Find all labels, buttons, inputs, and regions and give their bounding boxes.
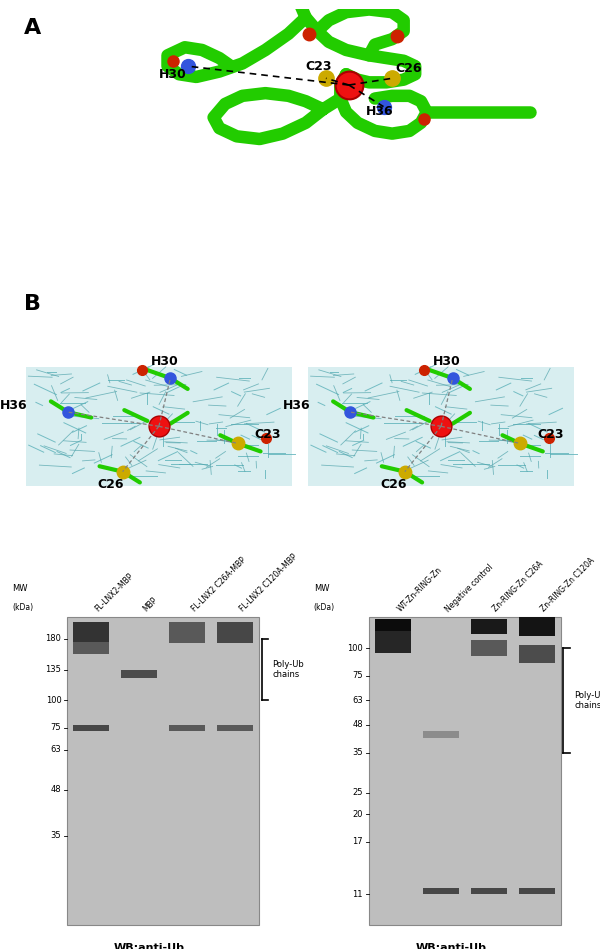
Bar	[422, 731, 458, 737]
Bar	[217, 725, 253, 731]
Text: 35: 35	[352, 748, 363, 757]
Text: 48: 48	[352, 720, 363, 730]
Bar	[67, 617, 259, 925]
Text: H30: H30	[151, 355, 179, 367]
Text: 35: 35	[51, 831, 61, 840]
Text: 17: 17	[352, 837, 363, 847]
Bar	[470, 619, 506, 634]
Text: C26: C26	[98, 478, 124, 491]
Text: C23: C23	[255, 428, 281, 441]
Text: WB:anti-Ub: WB:anti-Ub	[113, 943, 185, 949]
Text: FL-LNX2 C26A-MBP: FL-LNX2 C26A-MBP	[190, 556, 247, 614]
Text: (kDa): (kDa)	[314, 603, 335, 611]
Text: (kDa): (kDa)	[12, 603, 33, 611]
Text: 20: 20	[353, 809, 363, 819]
Text: Negative control: Negative control	[443, 562, 494, 614]
Bar	[169, 725, 205, 731]
Text: WB:anti-Ub: WB:anti-Ub	[415, 943, 487, 949]
Bar	[470, 888, 506, 894]
Text: 75: 75	[352, 671, 363, 680]
Text: 100: 100	[347, 643, 363, 653]
Text: 100: 100	[46, 696, 61, 705]
Text: 180: 180	[46, 634, 61, 643]
Text: A: A	[23, 18, 41, 38]
Text: MBP: MBP	[142, 596, 160, 614]
Bar	[470, 641, 506, 656]
Text: 25: 25	[353, 788, 363, 797]
Text: FL-LNX2-MBP: FL-LNX2-MBP	[94, 571, 136, 614]
Text: C23: C23	[306, 60, 332, 73]
Bar	[121, 670, 157, 679]
FancyBboxPatch shape	[308, 367, 574, 486]
Text: 63: 63	[352, 696, 363, 705]
Text: Zn-RING-Zn C26A: Zn-RING-Zn C26A	[491, 560, 545, 614]
Text: C26: C26	[395, 62, 422, 75]
Text: 135: 135	[46, 665, 61, 674]
Bar	[374, 631, 410, 653]
Bar	[73, 642, 109, 654]
Text: MW: MW	[12, 585, 28, 593]
Bar	[169, 622, 205, 643]
FancyBboxPatch shape	[26, 367, 292, 486]
Text: C23: C23	[537, 428, 563, 441]
Text: FL-LNX2 C120A-MBP: FL-LNX2 C120A-MBP	[238, 552, 299, 614]
Bar	[73, 725, 109, 731]
Bar	[518, 617, 554, 636]
Text: H30: H30	[159, 68, 187, 82]
Bar	[368, 617, 560, 925]
Bar	[73, 622, 109, 643]
Text: 11: 11	[353, 889, 363, 899]
Text: Poly-Ub
chains: Poly-Ub chains	[574, 691, 600, 710]
Text: H36: H36	[366, 104, 394, 118]
Text: Zn-RING-Zn C120A: Zn-RING-Zn C120A	[539, 556, 597, 614]
Text: WT-Zn-RING-Zn: WT-Zn-RING-Zn	[395, 566, 443, 614]
Text: Poly-Ub
chains: Poly-Ub chains	[272, 660, 304, 679]
Bar	[518, 645, 554, 663]
Text: MW: MW	[314, 585, 329, 593]
Text: H36: H36	[283, 400, 310, 413]
Bar	[518, 888, 554, 894]
Text: 75: 75	[51, 723, 61, 733]
Text: H36: H36	[0, 400, 28, 413]
Text: 48: 48	[51, 785, 61, 794]
Text: 63: 63	[50, 745, 61, 754]
Bar	[374, 619, 410, 634]
Text: C26: C26	[380, 478, 407, 491]
Bar	[422, 888, 458, 894]
Text: H30: H30	[433, 355, 461, 367]
Bar	[217, 622, 253, 643]
Text: B: B	[23, 294, 41, 314]
